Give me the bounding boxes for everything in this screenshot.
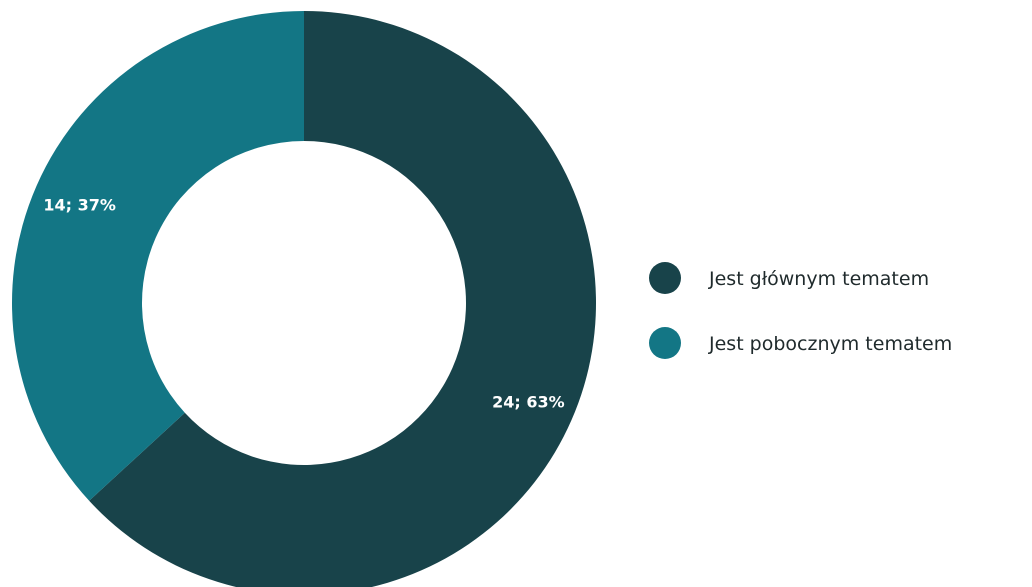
legend-marker-2 bbox=[649, 327, 681, 359]
legend-label-2: Jest pobocznym tematem bbox=[708, 333, 952, 355]
chart-data-labels: 24; 63% 14; 37% bbox=[43, 196, 564, 412]
donut-slice-1 bbox=[89, 11, 596, 587]
chart-legend: Jest głównym tematem Jest pobocznym temat… bbox=[649, 262, 952, 359]
legend-label-1: Jest głównym tematem bbox=[708, 268, 929, 290]
chart-slices bbox=[12, 11, 596, 587]
legend-marker-1 bbox=[649, 262, 681, 294]
donut-slice-2 bbox=[12, 11, 305, 501]
slice-data-label-1: 24; 63% bbox=[492, 392, 565, 411]
slice-data-label-2: 14; 37% bbox=[43, 196, 116, 215]
